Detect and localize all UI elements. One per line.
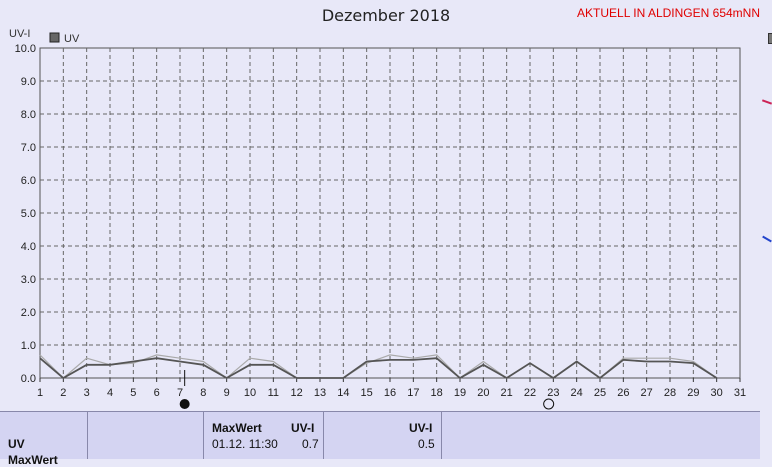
y-tick-label: 9.0: [21, 76, 36, 88]
x-tick-label: 28: [664, 387, 676, 399]
x-tick-label: 27: [641, 387, 653, 399]
y-tick-label: 5.0: [21, 208, 36, 220]
x-tick-label: 15: [361, 387, 373, 399]
y-tick-label: 8.0: [21, 109, 36, 121]
row-label-cell: UV MaxWert: [0, 412, 88, 459]
x-tick-label: 19: [454, 387, 466, 399]
max-value: 0.7: [302, 437, 319, 451]
adjacent-panel-edge: [760, 0, 772, 458]
y-tick-label: 10.0: [15, 43, 36, 55]
y-tick-label: 4.0: [21, 241, 36, 253]
x-tick-label: 31: [734, 387, 746, 399]
x-tick-label: 4: [107, 387, 113, 399]
new-moon-icon: [180, 400, 189, 409]
x-tick-label: 6: [154, 387, 160, 399]
x-tick-label: 3: [84, 387, 90, 399]
x-tick-label: 25: [594, 387, 606, 399]
x-tick-label: 29: [687, 387, 699, 399]
adjacent-trace-red: [762, 99, 772, 104]
location-note: AKTUELL IN ALDINGEN 654mNN: [577, 6, 760, 20]
x-tick-label: 10: [244, 387, 256, 399]
y-tick-label: 2.0: [21, 307, 36, 319]
y-tick-label: 6.0: [21, 175, 36, 187]
avg-unit: UV-I: [409, 421, 432, 435]
x-tick-label: 26: [617, 387, 629, 399]
x-tick-label: 1: [37, 387, 43, 399]
summary-panel: UV MaxWert MaxWert UV-I 01.12. 11:30 0.7…: [0, 411, 760, 459]
max-unit: UV-I: [291, 421, 314, 435]
max-datetime: 01.12. 11:30: [212, 437, 278, 451]
x-tick-label: 18: [431, 387, 443, 399]
avg-cell: UV-I 0.5: [324, 412, 442, 459]
y-tick-label: 3.0: [21, 274, 36, 286]
x-tick-label: 17: [407, 387, 419, 399]
x-tick-label: 9: [224, 387, 230, 399]
legend-label: UV: [64, 33, 80, 45]
avg-value: 0.5: [418, 437, 435, 451]
x-tick-label: 14: [337, 387, 349, 399]
x-tick-label: 30: [711, 387, 723, 399]
legend-swatch: [50, 33, 59, 42]
y-tick-label: 1.0: [21, 340, 36, 352]
x-tick-label: 2: [60, 387, 66, 399]
x-tick-label: 7: [177, 387, 183, 399]
x-tick-label: 24: [571, 387, 583, 399]
x-tick-label: 21: [501, 387, 513, 399]
x-tick-label: 16: [384, 387, 396, 399]
x-tick-label: 23: [547, 387, 559, 399]
max-title: MaxWert: [212, 421, 262, 435]
x-tick-label: 5: [130, 387, 136, 399]
x-tick-label: 8: [200, 387, 206, 399]
x-tick-label: 11: [268, 387, 279, 399]
x-tick-label: 22: [524, 387, 536, 399]
x-tick-label: 12: [291, 387, 303, 399]
y-tick-label: 7.0: [21, 142, 36, 154]
row-label: UV: [8, 437, 25, 451]
x-tick-label: 13: [314, 387, 326, 399]
empty-cell: [88, 412, 204, 459]
y-tick-label: 0.0: [21, 373, 36, 385]
adjacent-trace-blue: [762, 236, 772, 243]
full-moon-icon: [544, 399, 554, 409]
x-tick-label: 20: [477, 387, 489, 399]
max-cell: MaxWert UV-I 01.12. 11:30 0.7: [204, 412, 324, 459]
y-axis-label: UV-I: [9, 28, 30, 40]
adjacent-legend-icon: [768, 33, 772, 44]
row-label-2: MaxWert: [8, 453, 58, 467]
